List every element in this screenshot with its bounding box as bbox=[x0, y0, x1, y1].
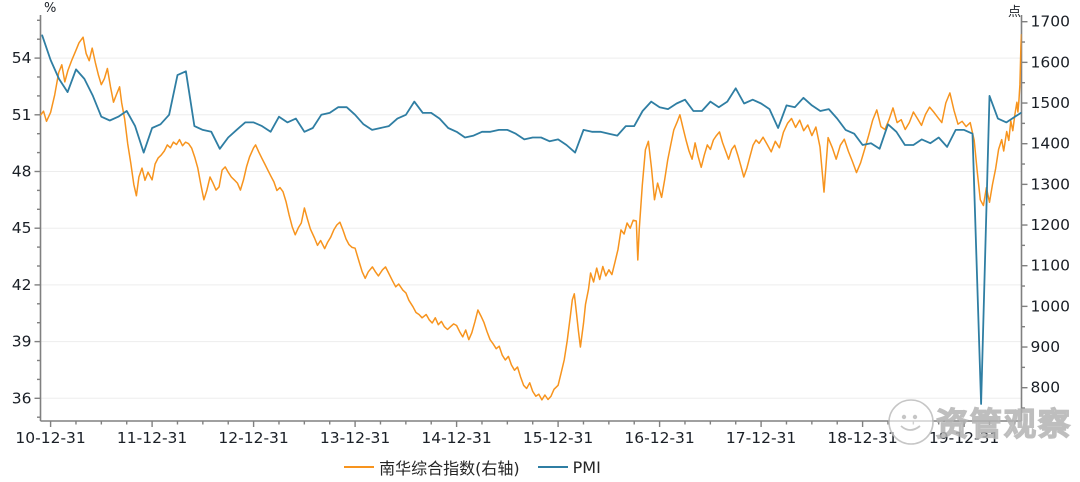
svg-text:10-12-31: 10-12-31 bbox=[15, 429, 85, 447]
watermark: 资管观察 bbox=[886, 396, 1072, 448]
svg-text:42: 42 bbox=[12, 276, 32, 294]
svg-text:1200: 1200 bbox=[1031, 216, 1070, 234]
svg-text:1700: 1700 bbox=[1031, 13, 1070, 31]
nanhua-line bbox=[40, 33, 1022, 401]
left-axis: 36 39 42 45 48 51 54 bbox=[12, 19, 41, 418]
svg-text:13-12-31: 13-12-31 bbox=[320, 429, 390, 447]
svg-text:800: 800 bbox=[1031, 379, 1061, 397]
svg-text:14-12-31: 14-12-31 bbox=[421, 429, 491, 447]
pmi-line-swatch bbox=[537, 466, 568, 468]
legend-label-pmi: PMI bbox=[572, 457, 601, 477]
x-axis: 10-12-31 11-12-31 12-12-31 13-12-31 14-12-31… bbox=[15, 421, 1016, 447]
svg-text:36: 36 bbox=[12, 389, 32, 407]
svg-text:1100: 1100 bbox=[1031, 257, 1070, 275]
pmi-line bbox=[41, 34, 1022, 405]
svg-text:16-12-31: 16-12-31 bbox=[624, 429, 694, 447]
svg-text:1400: 1400 bbox=[1031, 135, 1070, 153]
svg-text:15-12-31: 15-12-31 bbox=[523, 429, 593, 447]
legend-item-pmi: PMI bbox=[537, 457, 601, 477]
svg-text:1600: 1600 bbox=[1031, 53, 1070, 71]
svg-text:45: 45 bbox=[12, 219, 32, 237]
svg-text:18-12-31: 18-12-31 bbox=[827, 429, 897, 447]
nanhua-line-swatch bbox=[344, 466, 375, 468]
gridlines bbox=[40, 57, 1022, 399]
right-axis: 800 900 1000 1100 1200 1300 1400 1500 1600 1700 bbox=[1021, 13, 1070, 409]
svg-text:1300: 1300 bbox=[1031, 175, 1070, 193]
svg-text:11-12-31: 11-12-31 bbox=[117, 429, 187, 447]
svg-text:1000: 1000 bbox=[1031, 297, 1070, 315]
left-axis-unit-label: % bbox=[44, 1, 57, 16]
legend-label-nanhua: 南华综合指数(右轴) bbox=[379, 459, 520, 478]
svg-text:900: 900 bbox=[1031, 338, 1061, 356]
svg-text:17-12-31: 17-12-31 bbox=[726, 429, 796, 447]
svg-text:51: 51 bbox=[12, 106, 32, 124]
svg-text:12-12-31: 12-12-31 bbox=[218, 429, 288, 447]
watermark-text: 资管观察 bbox=[935, 404, 1073, 443]
svg-text:39: 39 bbox=[12, 333, 32, 351]
svg-text:1500: 1500 bbox=[1031, 94, 1070, 112]
right-axis-unit-label: 点 bbox=[1008, 5, 1022, 20]
series-lines bbox=[40, 33, 1022, 405]
svg-text:19-12-31: 19-12-31 bbox=[929, 429, 999, 447]
axes bbox=[39, 15, 1023, 422]
svg-text:48: 48 bbox=[12, 163, 32, 181]
legend: 南华综合指数(右轴) PMI bbox=[0, 455, 945, 479]
legend-item-nanhua: 南华综合指数(右轴) bbox=[344, 455, 520, 479]
svg-text:54: 54 bbox=[12, 49, 32, 67]
wechat-icon bbox=[888, 399, 934, 445]
